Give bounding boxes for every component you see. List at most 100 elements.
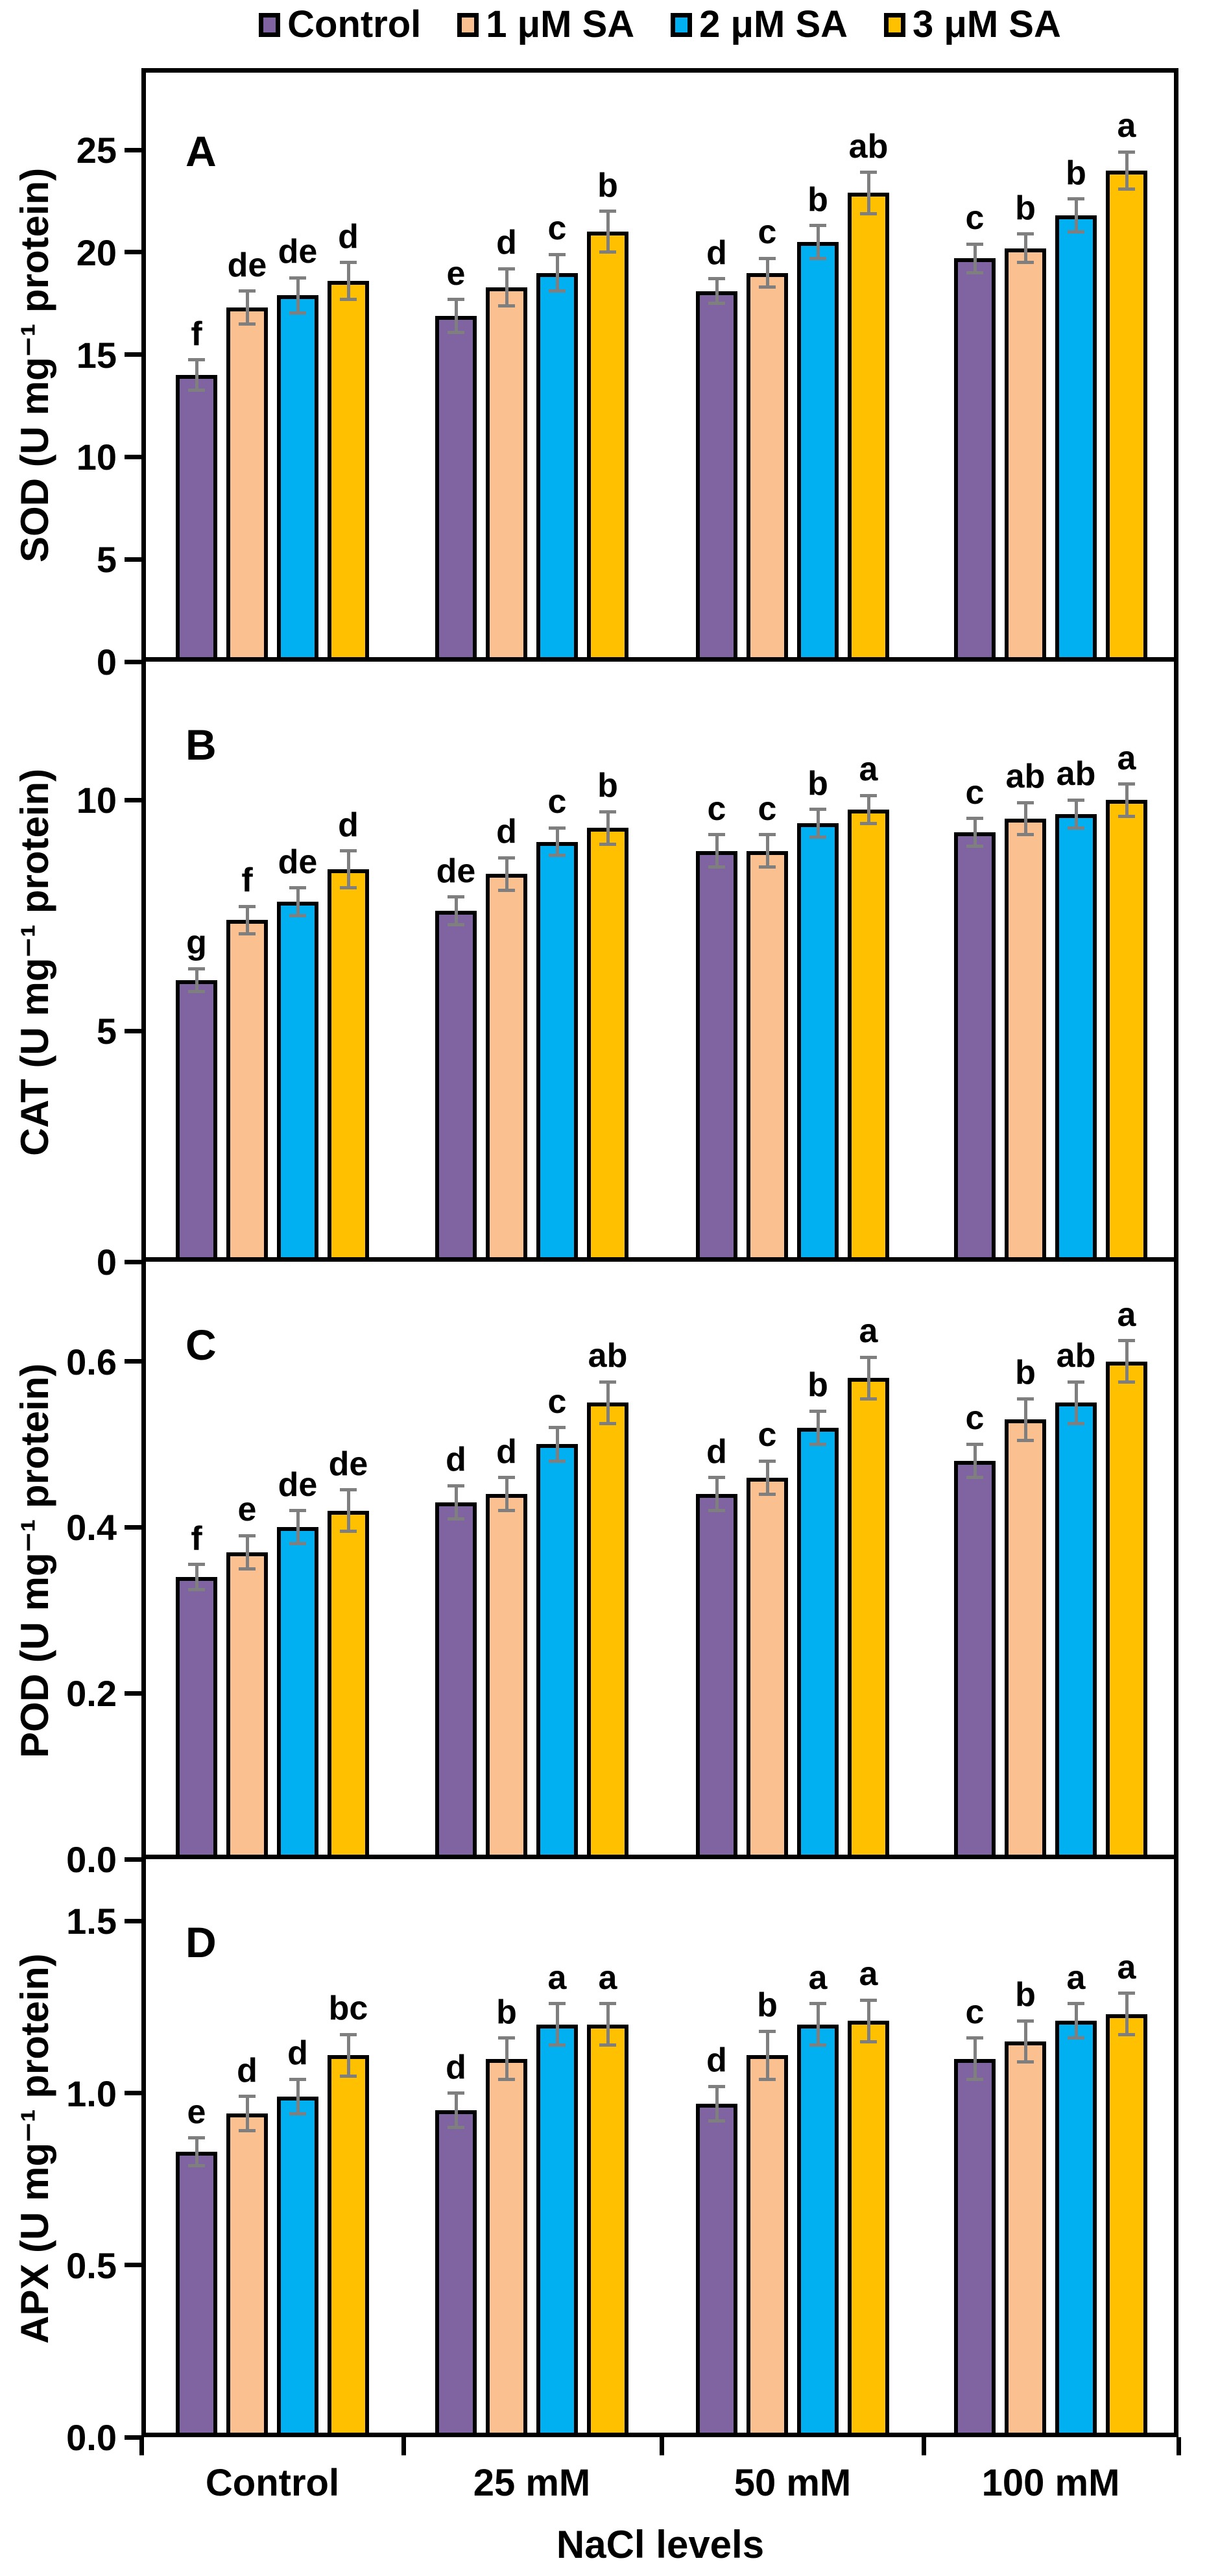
error-bar-cap	[549, 1426, 566, 1430]
error-bar	[1023, 2021, 1027, 2062]
significance-letter: de	[278, 233, 318, 271]
bar-C-Control-3 μM SA	[328, 1510, 369, 1859]
error-bar-cap	[809, 808, 826, 812]
bar-D-100 mM-1 μM SA	[1005, 2041, 1046, 2437]
bar-A-25 mM-3 μM SA	[587, 232, 628, 662]
error-bar-cap	[1068, 798, 1084, 802]
bar-C-50 mM-3 μM SA	[848, 1378, 889, 1859]
error-bar	[1023, 234, 1027, 263]
significance-letter: c	[758, 1416, 777, 1454]
error-bar-cap	[860, 1998, 877, 2002]
significance-letter: e	[237, 1491, 257, 1529]
error-bar	[1023, 1399, 1027, 1441]
error-bar-cap	[809, 224, 826, 228]
error-bar	[505, 269, 508, 306]
bar-B-Control-3 μM SA	[328, 869, 369, 1262]
error-bar-cap	[1017, 2019, 1034, 2023]
bar-D-25 mM-1 μM SA	[486, 2058, 527, 2437]
bar-C-25 mM-1 μM SA	[486, 1494, 527, 1859]
bar-A-50 mM-3 μM SA	[848, 193, 889, 662]
y-tick-label: 0.6	[66, 1341, 117, 1382]
significance-letter: g	[186, 924, 207, 962]
error-bar	[765, 258, 769, 287]
significance-letter: de	[278, 843, 318, 881]
legend-label: 1 μM SA	[486, 3, 635, 45]
error-bar-cap	[1118, 150, 1135, 154]
y-tick	[125, 797, 141, 802]
error-bar	[973, 2038, 977, 2080]
error-bar	[346, 262, 350, 300]
bar-C-100 mM-Control	[954, 1461, 996, 1859]
y-tick-label: 5	[96, 1011, 117, 1052]
bar-D-100 mM-Control	[954, 2058, 996, 2437]
significance-letter: de	[227, 246, 267, 284]
significance-letter: d	[706, 1432, 727, 1471]
significance-letter: c	[547, 1382, 567, 1421]
significance-letter: de	[278, 1465, 318, 1504]
bar-B-100 mM-1 μM SA	[1005, 818, 1046, 1262]
error-bar-cap	[1068, 230, 1084, 234]
y-tick-label: 25	[76, 130, 117, 171]
error-bar-cap	[966, 271, 983, 275]
panel-divider	[141, 1257, 1178, 1262]
error-bar-cap	[966, 817, 983, 821]
y-tick	[125, 659, 141, 664]
error-bar-cap	[966, 2077, 983, 2081]
error-bar-cap	[289, 886, 306, 890]
error-bar-cap	[599, 1380, 616, 1384]
error-bar-cap	[1017, 261, 1034, 265]
x-category-label: Control	[205, 2462, 340, 2504]
x-axis-title: NaCl levels	[556, 2523, 765, 2566]
significance-letter: b	[1015, 1354, 1036, 1392]
error-bar	[245, 1535, 249, 1569]
significance-letter: a	[1117, 739, 1136, 777]
y-tick	[125, 147, 141, 152]
y-tick-label: 0.0	[66, 2417, 117, 2458]
significance-letter: d	[496, 813, 517, 851]
error-bar-cap	[966, 1442, 983, 1446]
error-bar-cap	[1017, 800, 1034, 804]
error-bar	[555, 2003, 559, 2045]
error-bar	[1125, 1993, 1129, 2035]
bar-D-50 mM-Control	[696, 2103, 737, 2437]
significance-letter: b	[757, 1986, 778, 2025]
legend-item-4: 3 μM SA	[884, 6, 1061, 43]
bar-B-25 mM-3 μM SA	[587, 828, 628, 1262]
bar-B-50 mM-2 μM SA	[797, 823, 839, 1262]
bar-A-100 mM-1 μM SA	[1005, 248, 1046, 662]
error-bar-cap	[809, 835, 826, 839]
error-bar-cap	[340, 2074, 357, 2078]
error-bar-cap	[860, 1397, 877, 1401]
bar-D-100 mM-2 μM SA	[1055, 2021, 1097, 2437]
error-bar-cap	[498, 856, 515, 860]
panel-label-B: B	[185, 721, 217, 769]
significance-letter: b	[807, 1366, 828, 1404]
error-bar-cap	[188, 358, 205, 362]
error-bar	[454, 1486, 458, 1519]
error-bar	[816, 225, 820, 259]
y-tick	[125, 2263, 141, 2268]
x-category-label: 25 mM	[473, 2462, 591, 2504]
error-bar-cap	[599, 250, 616, 254]
error-bar-cap	[1118, 1339, 1135, 1343]
significance-letter: b	[807, 180, 828, 219]
error-bar-cap	[759, 256, 776, 260]
error-bar	[296, 1510, 300, 1544]
error-bar-cap	[498, 1476, 515, 1480]
bar-D-100 mM-3 μM SA	[1106, 2014, 1147, 2437]
error-bar	[454, 299, 458, 332]
significance-letter: c	[758, 789, 777, 828]
error-bar-cap	[759, 1459, 776, 1463]
error-bar	[346, 1489, 350, 1532]
significance-letter: d	[338, 217, 359, 256]
error-bar-cap	[188, 990, 205, 994]
error-bar-cap	[448, 2091, 464, 2095]
error-bar-cap	[708, 302, 725, 306]
error-bar	[1125, 1340, 1129, 1382]
bar-C-50 mM-Control	[696, 1494, 737, 1859]
y-tick	[125, 352, 141, 357]
bar-D-50 mM-2 μM SA	[797, 2024, 839, 2437]
error-bar	[606, 812, 610, 845]
significance-letter: d	[706, 2041, 727, 2080]
bar-A-25 mM-2 μM SA	[536, 272, 578, 662]
